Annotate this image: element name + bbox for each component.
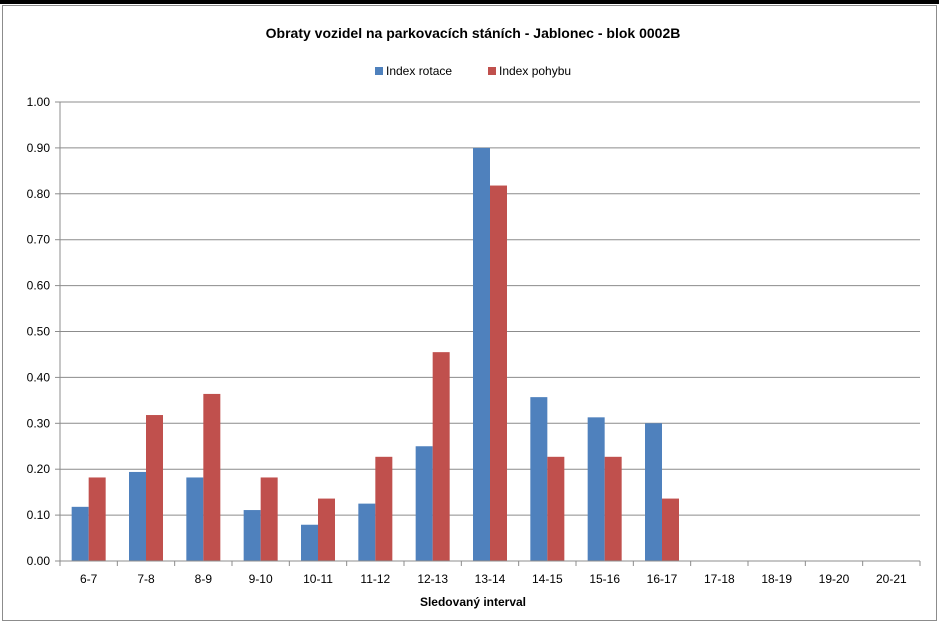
bar-index-pohybu <box>432 352 450 561</box>
bar-index-rotace <box>645 423 662 561</box>
y-axis: 0.00 0.10 0.20 0.30 0.40 0.50 0.60 0.70 0.80 0.90… <box>27 95 61 568</box>
bar-index-rotace <box>301 524 318 561</box>
bar-chart: Obraty vozidel na parkovacích stáních - … <box>27 25 921 609</box>
x-axis-label: Sledovaný interval <box>420 595 526 609</box>
bars <box>71 147 679 561</box>
y-tick-label: 0.90 <box>27 141 51 155</box>
y-tick-label: 0.50 <box>27 325 51 339</box>
legend: Index rotace Index pohybu <box>375 64 571 78</box>
bar-index-rotace <box>243 510 261 561</box>
legend-label-1: Index rotace <box>386 64 452 78</box>
bar-index-pohybu <box>203 393 221 561</box>
chart-title: Obraty vozidel na parkovacích stáních - … <box>266 25 681 41</box>
bar-index-rotace <box>186 477 204 561</box>
y-tick-label: 0.00 <box>27 554 51 568</box>
x-tick-label: 10-11 <box>303 572 333 586</box>
x-tick-label: 20-21 <box>876 572 907 586</box>
y-tick-label: 0.40 <box>27 370 51 384</box>
x-tick-label: 7-8 <box>137 572 155 586</box>
x-tick-label: 16-17 <box>647 572 678 586</box>
x-tick-label: 14-15 <box>532 572 563 586</box>
bar-index-pohybu <box>490 185 507 561</box>
bar-index-pohybu <box>146 415 163 561</box>
y-tick-label: 0.20 <box>27 462 51 476</box>
x-axis: 6-7 7-8 8-9 9-10 10-11 11-12 12-13 13-14 14-15 15… <box>59 560 921 586</box>
legend-swatch-1 <box>375 67 383 75</box>
bar-index-pohybu <box>88 477 106 561</box>
bar-index-pohybu <box>318 498 335 561</box>
y-tick-label: 0.10 <box>27 508 51 522</box>
x-tick-label: 12-13 <box>417 572 448 586</box>
x-tick-label: 11-12 <box>360 572 390 586</box>
legend-label-2: Index pohybu <box>499 64 571 78</box>
bar-index-pohybu <box>375 456 393 561</box>
bar-index-rotace <box>415 446 433 561</box>
bar-index-rotace <box>530 397 548 561</box>
x-tick-label: 19-20 <box>819 572 850 586</box>
y-tick-label: 1.00 <box>27 95 51 109</box>
top-border <box>0 0 939 4</box>
x-tick-label: 6-7 <box>80 572 98 586</box>
y-tick-label: 0.30 <box>27 416 51 430</box>
bar-index-pohybu <box>662 498 679 561</box>
bar-index-rotace <box>71 506 89 561</box>
bar-index-rotace <box>473 147 490 561</box>
bar-index-rotace <box>358 503 376 561</box>
y-tick-label: 0.80 <box>27 187 51 201</box>
bar-index-pohybu <box>604 456 622 561</box>
bar-index-rotace <box>129 471 146 561</box>
x-tick-label: 17-18 <box>704 572 735 586</box>
x-tick-label: 13-14 <box>475 572 506 586</box>
x-tick-label: 8-9 <box>195 572 213 586</box>
bar-index-rotace <box>587 417 605 561</box>
x-tick-label: 15-16 <box>589 572 620 586</box>
bar-index-pohybu <box>547 456 565 561</box>
legend-swatch-2 <box>488 67 496 75</box>
y-tick-label: 0.70 <box>27 233 51 247</box>
x-tick-label: 9-10 <box>249 572 273 586</box>
chart-area: Obraty vozidel na parkovacích stáních - … <box>2 5 937 621</box>
x-tick-label: 18-19 <box>761 572 792 586</box>
y-tick-label: 0.60 <box>27 279 51 293</box>
bar-index-pohybu <box>260 477 278 561</box>
